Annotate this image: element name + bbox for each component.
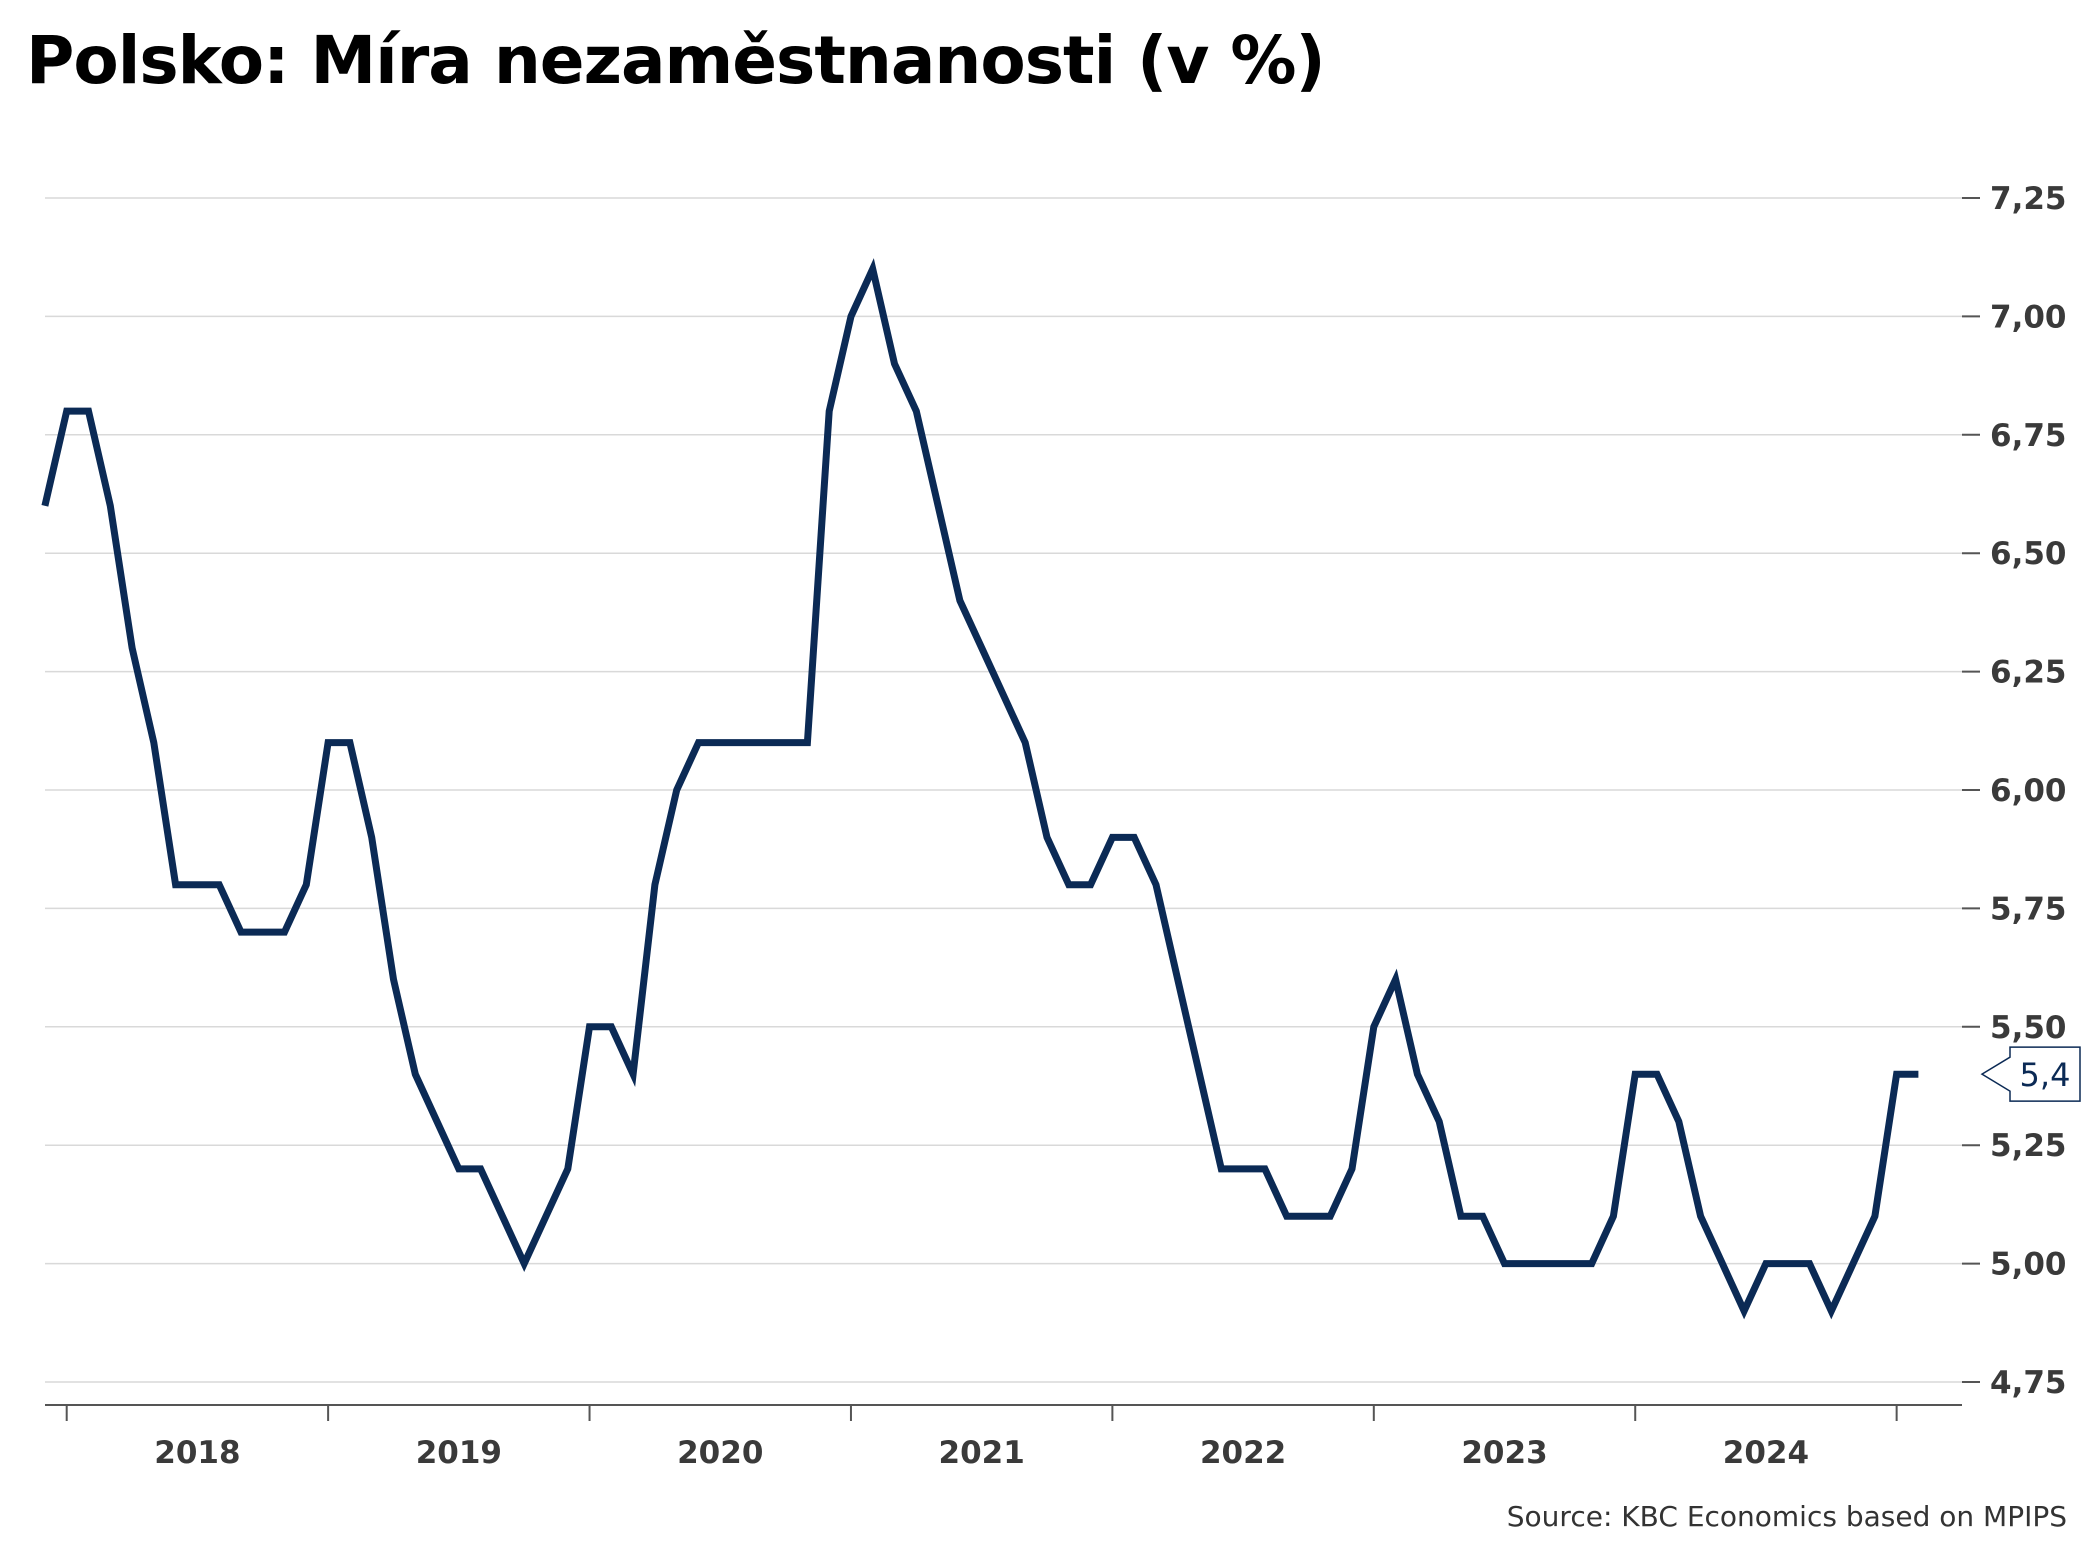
x-axis: 2018 2019 2020 2021 2022 2023 2024 bbox=[45, 1404, 1962, 1471]
x-tick-label: 2024 bbox=[1723, 1435, 1809, 1471]
x-tick-label: 2023 bbox=[1461, 1435, 1547, 1471]
y-tick-label: 4,75 bbox=[1990, 1365, 2067, 1401]
x-tick-label: 2020 bbox=[677, 1435, 763, 1471]
x-tick-label: 2022 bbox=[1200, 1435, 1286, 1471]
gridlines bbox=[45, 197, 1962, 1383]
x-tick-label: 2019 bbox=[416, 1435, 502, 1471]
chart-title: Polsko: Míra nezaměstnanosti (v %) bbox=[26, 22, 1326, 99]
callout-value: 5,4 bbox=[2020, 1056, 2071, 1094]
y-tick-label: 6,25 bbox=[1990, 655, 2067, 691]
x-tick-label: 2021 bbox=[939, 1435, 1025, 1471]
y-tick-label: 6,00 bbox=[1990, 773, 2067, 809]
last-value-callout: 5,4 bbox=[1980, 1046, 2081, 1102]
series-layer bbox=[41, 258, 1919, 1320]
y-axis: 4,75 5,00 5,25 5,50 5,75 6,00 6,25 6,50 6,75 7,00… bbox=[1962, 181, 2067, 1401]
y-tick-label: 7,00 bbox=[1990, 299, 2067, 335]
source-note: Source: KBC Economics based on MPIPS bbox=[1506, 1500, 2067, 1533]
y-tick-label: 5,25 bbox=[1990, 1128, 2067, 1164]
y-tick-label: 6,75 bbox=[1990, 418, 2067, 454]
series-line bbox=[41, 258, 1919, 1320]
callout-box bbox=[1980, 1046, 2081, 1102]
y-tick-label: 7,25 bbox=[1990, 181, 2067, 217]
y-tick-label: 5,00 bbox=[1990, 1247, 2067, 1283]
x-tick-label: 2018 bbox=[154, 1435, 240, 1471]
y-tick-label: 6,50 bbox=[1990, 536, 2067, 572]
y-tick-label: 5,50 bbox=[1990, 1010, 2067, 1046]
y-tick-label: 5,75 bbox=[1990, 891, 2067, 927]
